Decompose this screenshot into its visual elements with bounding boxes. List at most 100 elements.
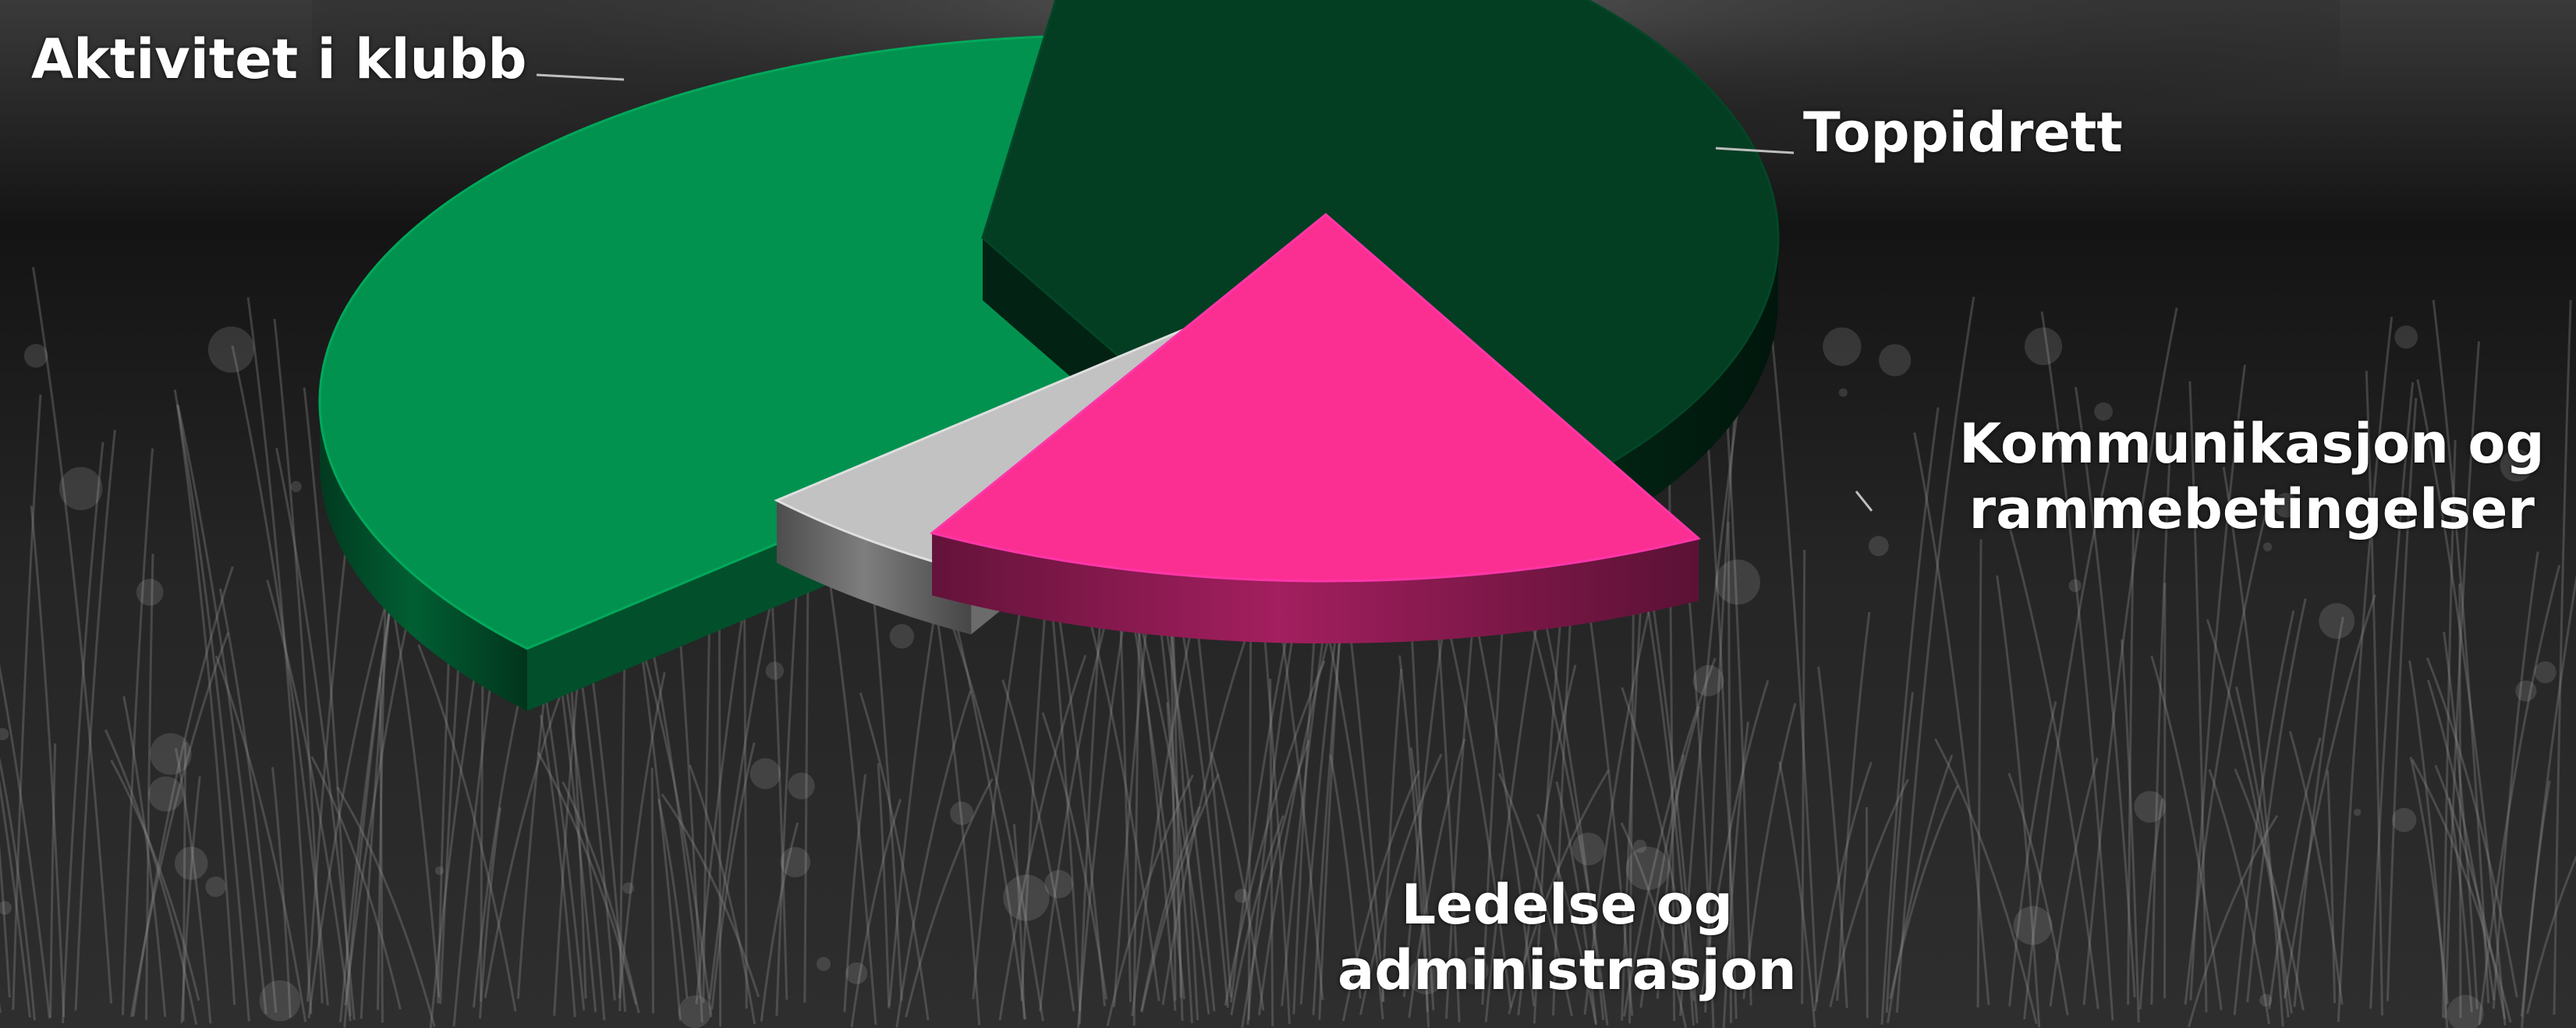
grass-blade (850, 799, 902, 1028)
bokeh-dot (1460, 956, 1489, 985)
grass-blade (1012, 824, 1026, 1019)
grass-blade (310, 756, 402, 1010)
bokeh-dot (1838, 388, 1848, 397)
grass-blade (1269, 679, 1274, 1026)
bokeh-dot (1633, 839, 1647, 853)
grass-blade (2188, 814, 2279, 1028)
grass-blade (1685, 571, 1715, 1028)
grass-blade (1247, 605, 1253, 1020)
grass-blade (2246, 598, 2307, 1003)
grass-blade (1583, 568, 1660, 1015)
grass-blade (2184, 498, 2271, 1005)
grass-blade (2369, 381, 2415, 1009)
bokeh-dot (1625, 846, 1670, 891)
bokeh-dot (816, 956, 831, 971)
grass-blade (2553, 300, 2572, 1015)
bokeh-dot (2273, 492, 2299, 518)
grass-blade (182, 742, 187, 1022)
grass-blade (1889, 785, 1959, 1000)
grass-blade (1230, 814, 1284, 1016)
grass-blade (122, 696, 167, 1017)
grass-blade (1679, 410, 1739, 1016)
grass-blade (1913, 432, 1990, 1005)
bokeh-dot (2013, 906, 2053, 945)
grass-blade (175, 404, 236, 1005)
slice-label-ledelse: Ledelse og administrasjon (1338, 872, 1797, 1003)
grass-blade (49, 743, 57, 1018)
grass-blade (378, 677, 384, 1023)
grass-blade (2233, 610, 2295, 1016)
grass-blade (2526, 854, 2576, 1014)
grass-blade (1408, 738, 1466, 1018)
grass-blade (0, 844, 11, 998)
grass-blade (129, 632, 229, 1018)
grass-blade (2082, 307, 2178, 1005)
grass-blade (1381, 668, 1403, 1002)
grass-blade (2075, 387, 2136, 998)
grass-blade (1813, 761, 1873, 1012)
bokeh-dot (2024, 327, 2063, 366)
grass-blade (1620, 822, 1688, 1028)
pie-slice-rim-shade (776, 500, 972, 635)
bokeh-dot (1823, 327, 1862, 367)
grass-blade (1536, 581, 1605, 1020)
grass-blade (2492, 551, 2539, 1009)
grass-blade (895, 690, 972, 1028)
grass-blade (104, 729, 198, 1025)
grass-blade (2386, 398, 2418, 1001)
bokeh-dot (2500, 448, 2533, 482)
grass-blade (74, 430, 116, 1011)
grass-blade (2425, 657, 2518, 998)
bokeh-dot (174, 846, 208, 881)
grass-blade (1703, 388, 1738, 1019)
grass-blade (12, 394, 42, 1010)
bokeh-dot (1868, 536, 1889, 556)
bokeh-dot (207, 326, 255, 373)
bokeh-dot (2353, 808, 2362, 817)
grass-blade (905, 778, 994, 1018)
grass-blade (843, 774, 867, 1012)
bokeh-dot (150, 733, 192, 775)
grass-blade (1555, 781, 1598, 1026)
grass-blade (1727, 522, 1732, 1023)
grass-blade (2049, 757, 2099, 1007)
grass-blade (417, 643, 517, 1012)
grass-blade (271, 767, 292, 1018)
bokeh-dot (2134, 791, 2166, 823)
grass-blade (1865, 806, 1869, 1019)
grass-blade (1829, 778, 1909, 1008)
grass-blade (1241, 739, 1310, 1028)
grass-blade (1742, 703, 1797, 1000)
grass-blade (2234, 768, 2305, 1011)
grass-blade (0, 664, 51, 1019)
grass-blade (2268, 737, 2322, 1009)
grass-blade (1639, 558, 1695, 1026)
grass-blade (1880, 407, 1940, 1025)
pie-slice-1 (929, 213, 1701, 643)
bokeh-dot (2262, 542, 2273, 551)
slice-label-aktivitet: Aktivitet i klubb (31, 27, 527, 92)
grass-blade (2337, 317, 2394, 1023)
slice-label-line: administrasjon (1338, 938, 1797, 1002)
grass-blade (1699, 679, 1770, 1001)
grass-blade (2443, 631, 2479, 1009)
grass-blade (1887, 754, 1954, 1023)
bokeh-dot (678, 995, 711, 1028)
grass-blade (1508, 769, 1610, 1015)
grass-blade (246, 297, 313, 1015)
slice-label-line: rammebetingelser (1968, 477, 2535, 541)
grass-blade (2008, 700, 2057, 1007)
bokeh-dot (1879, 344, 1912, 377)
bokeh-dot (205, 876, 226, 898)
grass-blade (1359, 753, 1443, 1016)
pie-slice-rim-shade (932, 533, 1699, 643)
bokeh-dot (136, 578, 164, 606)
grass-blade (1140, 774, 1220, 1013)
bokeh-dot (749, 758, 781, 789)
grass-blade (2006, 518, 2099, 1009)
grass-blade (2127, 522, 2135, 1005)
grass-blade (2520, 573, 2576, 1017)
grass-blade (336, 786, 436, 1027)
grass-blade (1409, 747, 1435, 1011)
grass-blade (173, 389, 250, 1022)
